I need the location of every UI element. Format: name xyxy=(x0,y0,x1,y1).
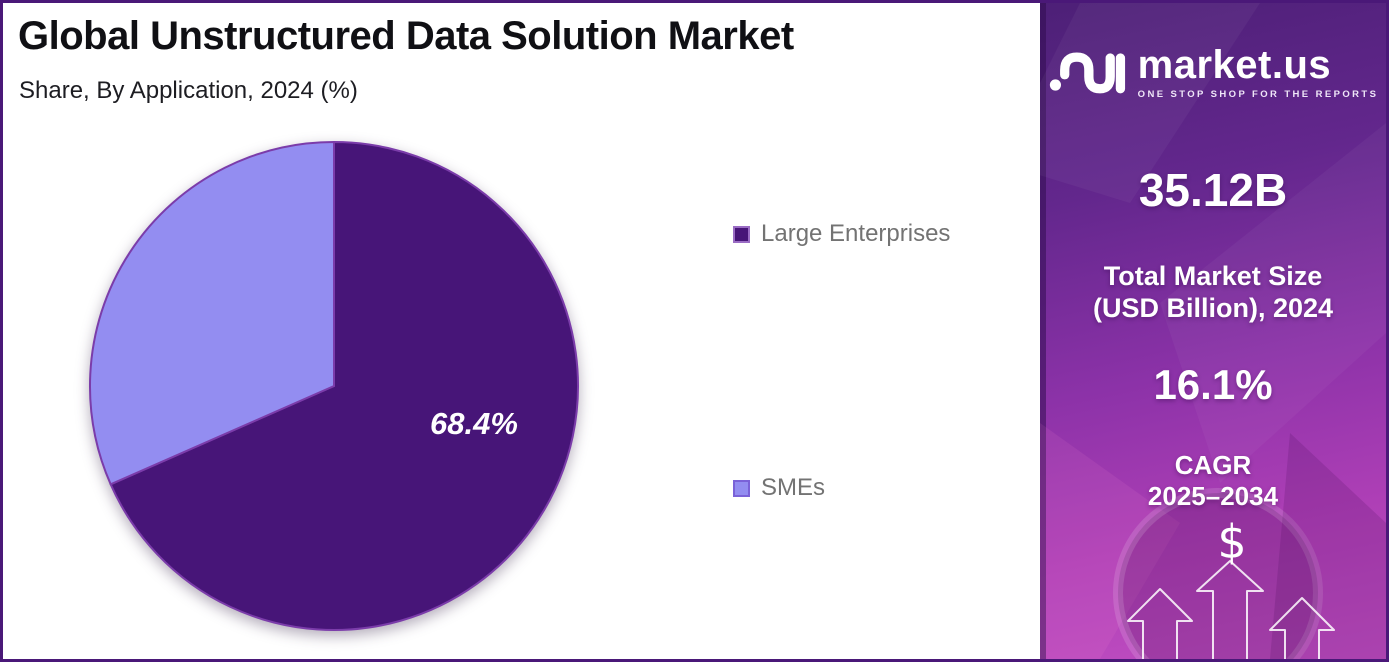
cagr-label: CAGR 2025–2034 xyxy=(1147,450,1279,511)
market-size-value: 35.12B xyxy=(1138,164,1288,216)
dollar-sign-icon: $ xyxy=(1217,515,1247,569)
sidebar-background-texture xyxy=(1040,3,1386,659)
legend-label: SMEs xyxy=(761,474,826,501)
legend-item-smes: SMEs xyxy=(733,474,825,502)
pie-slice-value-label: 68.4% xyxy=(430,406,518,441)
legend-swatch-smes xyxy=(733,479,750,497)
legend-label: Large Enterprises xyxy=(761,220,951,247)
chart-panel: Global Unstructured Data Solution Market… xyxy=(3,3,1040,659)
pie-slice-smes xyxy=(89,140,335,486)
page-subtitle: Share, By Application, 2024 (%) xyxy=(19,77,358,104)
pie-slice-large-enterprises xyxy=(109,140,579,631)
legend-swatch-large-enterprises xyxy=(733,225,750,243)
market-size-label: Total Market Size (USD Billion), 2024 xyxy=(1092,261,1334,323)
brand-logo: market.us ONE STOP SHOP FOR THE REPORTS xyxy=(1040,43,1386,101)
market-us-logo-icon xyxy=(1049,52,1125,94)
brand-sidebar: market.us ONE STOP SHOP FOR THE REPORTS … xyxy=(1040,3,1386,659)
brand-tagline: ONE STOP SHOP FOR THE REPORTS xyxy=(1137,89,1379,100)
legend-item-large-enterprises: Large Enterprises xyxy=(733,220,950,248)
brand-name: market.us xyxy=(1137,43,1332,87)
cagr-value: 16.1% xyxy=(1153,361,1273,408)
growth-arrows-icon xyxy=(1127,560,1335,659)
pie-chart xyxy=(89,140,579,631)
pie-chart-area: 68.4% xyxy=(84,136,584,636)
page-title: Global Unstructured Data Solution Market xyxy=(18,14,794,58)
